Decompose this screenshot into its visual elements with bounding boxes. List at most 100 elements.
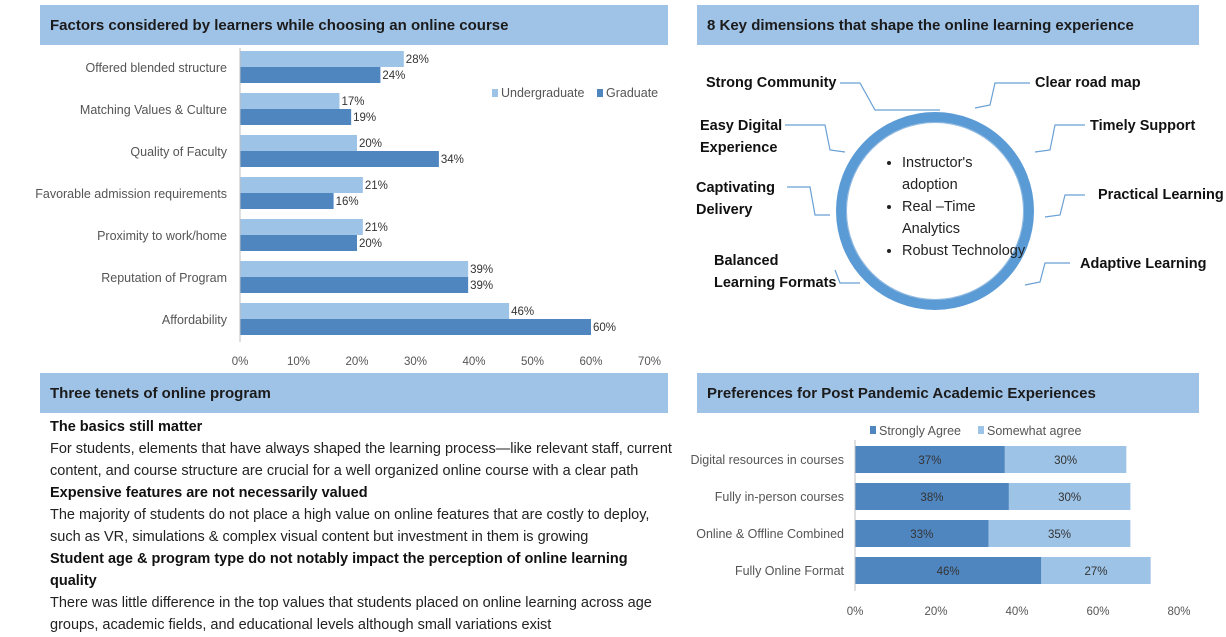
bar-value-label: 33%	[910, 529, 933, 541]
category-label: Quality of Faculty	[130, 145, 227, 159]
x-tick-label: 0%	[847, 606, 864, 618]
graduate-bar	[240, 151, 439, 167]
undergraduate-bar	[240, 219, 363, 235]
legend-label: Somewhat agree	[987, 424, 1082, 438]
legend-swatch	[492, 89, 498, 97]
center-item: Instructor's adoption	[902, 152, 1032, 196]
bar-value-label: 19%	[353, 112, 376, 124]
somewhat-agree-bar	[1041, 557, 1151, 584]
x-tick-label: 40%	[1005, 606, 1028, 618]
bar-value-label: 30%	[1058, 492, 1081, 504]
tenets-text: The basics still matter For students, el…	[50, 416, 675, 636]
factors-bar-chart: Offered blended structure Matching Values…	[35, 48, 661, 368]
preferences-chart-title: Preferences for Post Pandemic Academic E…	[697, 373, 1199, 413]
x-tick-label: 70%	[638, 356, 661, 368]
label-timely-support: Timely Support	[1090, 118, 1196, 134]
tenet-heading: The basics still matter	[50, 419, 203, 435]
bar-value-label: 27%	[1084, 566, 1107, 578]
bar-value-label: 30%	[1054, 455, 1077, 467]
category-label: Affordability	[162, 313, 228, 327]
bar-value-label: 38%	[920, 492, 943, 504]
tenet-heading: Student age & program type do not notabl…	[50, 551, 628, 589]
bar-value-label: 39%	[470, 280, 493, 292]
strongly-agree-bar	[855, 446, 1005, 473]
tenet-body: There was little difference in the top v…	[50, 595, 652, 633]
category-label: Fully in-person courses	[715, 490, 844, 504]
category-label: Offered blended structure	[85, 61, 227, 75]
legend-swatch	[978, 426, 984, 434]
category-label: Matching Values & Culture	[80, 103, 227, 117]
tenet-body: For students, elements that have always …	[50, 441, 672, 479]
category-label: Fully Online Format	[735, 564, 845, 578]
somewhat-agree-bar	[988, 520, 1131, 547]
label-practical-learning: Practical Learning	[1098, 187, 1224, 203]
tenets-title: Three tenets of online program	[40, 373, 668, 413]
center-item: Real –Time Analytics	[902, 196, 1032, 240]
undergraduate-bar	[240, 261, 469, 277]
label-clear-road-map: Clear road map	[1035, 75, 1141, 91]
graduate-bar	[240, 67, 381, 83]
strongly-agree-bar	[855, 557, 1042, 584]
x-tick-label: 50%	[521, 356, 544, 368]
bar-value-label: 17%	[341, 96, 364, 108]
legend-label: Undergraduate	[501, 86, 584, 100]
bar-value-label: 46%	[937, 566, 960, 578]
tenet-heading: Expensive features are not necessarily v…	[50, 485, 368, 501]
legend-label: Graduate	[606, 86, 658, 100]
undergraduate-bar	[240, 93, 340, 109]
legend-label: Strongly Agree	[879, 424, 961, 438]
somewhat-agree-bar	[1008, 483, 1131, 510]
label-balanced-learning-formats: Balanced Learning Formats	[714, 253, 837, 291]
category-label: Favorable admission requirements	[35, 187, 227, 201]
graduate-bar	[240, 277, 469, 293]
preferences-stacked-chart: Strongly Agree Somewhat agree Digital res…	[690, 424, 1190, 618]
graduate-bar	[240, 193, 334, 209]
bar-value-label: 34%	[441, 154, 464, 166]
strongly-agree-bar	[855, 483, 1009, 510]
x-tick-label: 20%	[924, 606, 947, 618]
x-tick-label: 60%	[1086, 606, 1109, 618]
tenet-body: The majority of students do not place a …	[50, 507, 650, 545]
undergraduate-bar	[240, 303, 510, 319]
x-tick-label: 0%	[232, 356, 249, 368]
label-strong-community: Strong Community	[706, 75, 837, 91]
center-item: Robust Technology	[902, 240, 1032, 262]
graduate-bar	[240, 235, 357, 251]
bar-value-label: 37%	[918, 455, 941, 467]
bar-value-label: 46%	[511, 306, 534, 318]
bar-value-label: 16%	[336, 196, 359, 208]
bar-value-label: 21%	[365, 180, 388, 192]
center-ring: Instructor's adoption Real –Time Analyti…	[836, 112, 1034, 310]
legend-swatch	[597, 89, 603, 97]
x-tick-label: 20%	[345, 356, 368, 368]
x-tick-label: 60%	[579, 356, 602, 368]
bar-value-label: 21%	[365, 222, 388, 234]
x-tick-label: 80%	[1167, 606, 1190, 618]
dimensions-title: 8 Key dimensions that shape the online l…	[697, 5, 1199, 45]
graduate-bar	[240, 109, 352, 125]
label-captivating-delivery: Captivating Delivery	[696, 180, 775, 218]
bar-value-label: 39%	[470, 264, 493, 276]
undergraduate-bar	[240, 51, 404, 67]
category-label: Digital resources in courses	[690, 453, 844, 467]
bar-value-label: 35%	[1048, 529, 1071, 541]
category-label: Online & Offline Combined	[696, 527, 844, 541]
factors-chart-title: Factors considered by learners while cho…	[40, 5, 668, 45]
x-tick-label: 30%	[404, 356, 427, 368]
graduate-bar	[240, 319, 591, 335]
x-tick-label: 10%	[287, 356, 310, 368]
legend-swatch	[870, 426, 876, 434]
x-tick-label: 40%	[462, 356, 485, 368]
category-label: Proximity to work/home	[97, 229, 227, 243]
undergraduate-bar	[240, 135, 357, 151]
somewhat-agree-bar	[1004, 446, 1127, 473]
strongly-agree-bar	[855, 520, 989, 547]
category-label: Reputation of Program	[101, 271, 227, 285]
connector-lines	[785, 82, 1085, 286]
bar-value-label: 60%	[593, 322, 616, 334]
label-adaptive-learning: Adaptive Learning	[1080, 256, 1207, 272]
bar-value-label: 20%	[359, 238, 382, 250]
label-easy-digital-experience: Easy Digital Experience	[700, 118, 783, 156]
bar-value-label: 20%	[359, 138, 382, 150]
undergraduate-bar	[240, 177, 363, 193]
